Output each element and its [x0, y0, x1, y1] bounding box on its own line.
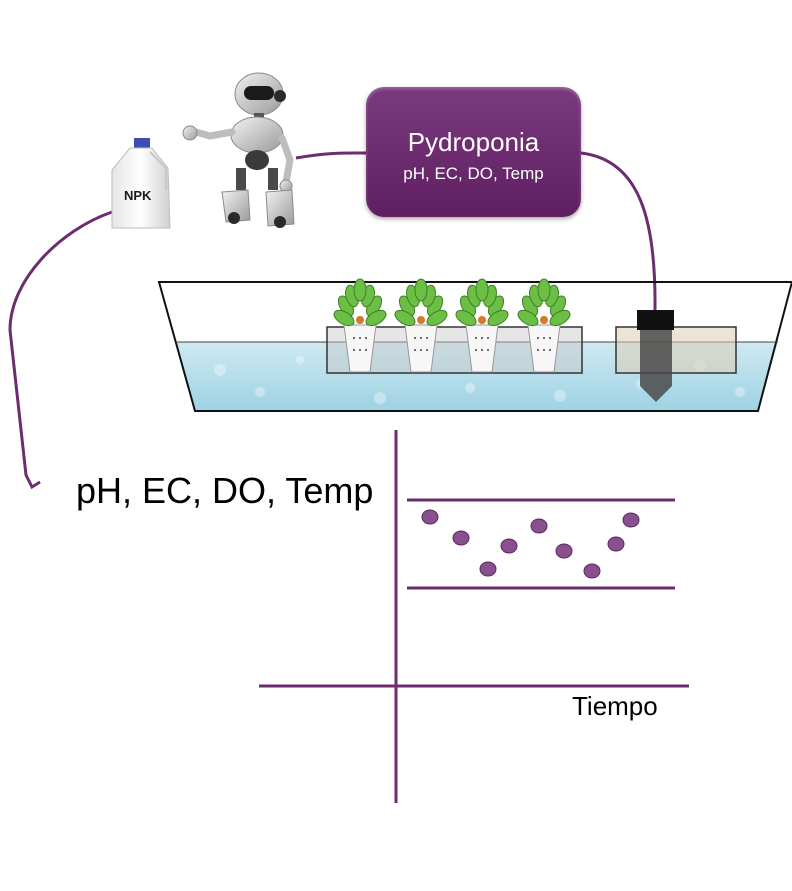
system-subtitle: pH, EC, DO, Temp: [403, 164, 544, 183]
data-point: [421, 509, 439, 525]
robot-icon: [182, 72, 295, 228]
data-point: [555, 543, 573, 559]
chart: [259, 430, 689, 803]
data-point: [583, 563, 601, 579]
sensor-probe-icon: [637, 310, 674, 402]
hydroponic-tank: [157, 278, 792, 412]
tank-outline: [157, 281, 792, 412]
data-point: [500, 538, 518, 554]
plant-icon: [333, 278, 387, 373]
data-markers: [421, 509, 640, 579]
pydroponia-box: Pydroponia pH, EC, DO, Temp: [366, 87, 581, 217]
sensor-float: [615, 326, 737, 374]
data-point: [622, 512, 640, 528]
chart-x-label: Tiempo: [572, 691, 658, 721]
npk-jug-icon: [111, 138, 171, 229]
connector-box-to-sensor: [580, 151, 657, 311]
connector-jug-to-chart: [8, 210, 113, 490]
data-point: [452, 530, 470, 546]
plant-icon: [517, 278, 571, 373]
plants: [333, 278, 571, 373]
data-point: [607, 536, 625, 552]
plant-icon: [455, 278, 509, 373]
data-point: [479, 561, 497, 577]
chart-y-label: pH, EC, DO, Temp: [76, 470, 374, 511]
npk-label: NPK: [124, 188, 152, 203]
system-title: Pydroponia: [407, 127, 540, 157]
data-point: [530, 518, 548, 534]
plant-icon: [394, 278, 448, 373]
connector-robot-to-box: [295, 151, 367, 160]
